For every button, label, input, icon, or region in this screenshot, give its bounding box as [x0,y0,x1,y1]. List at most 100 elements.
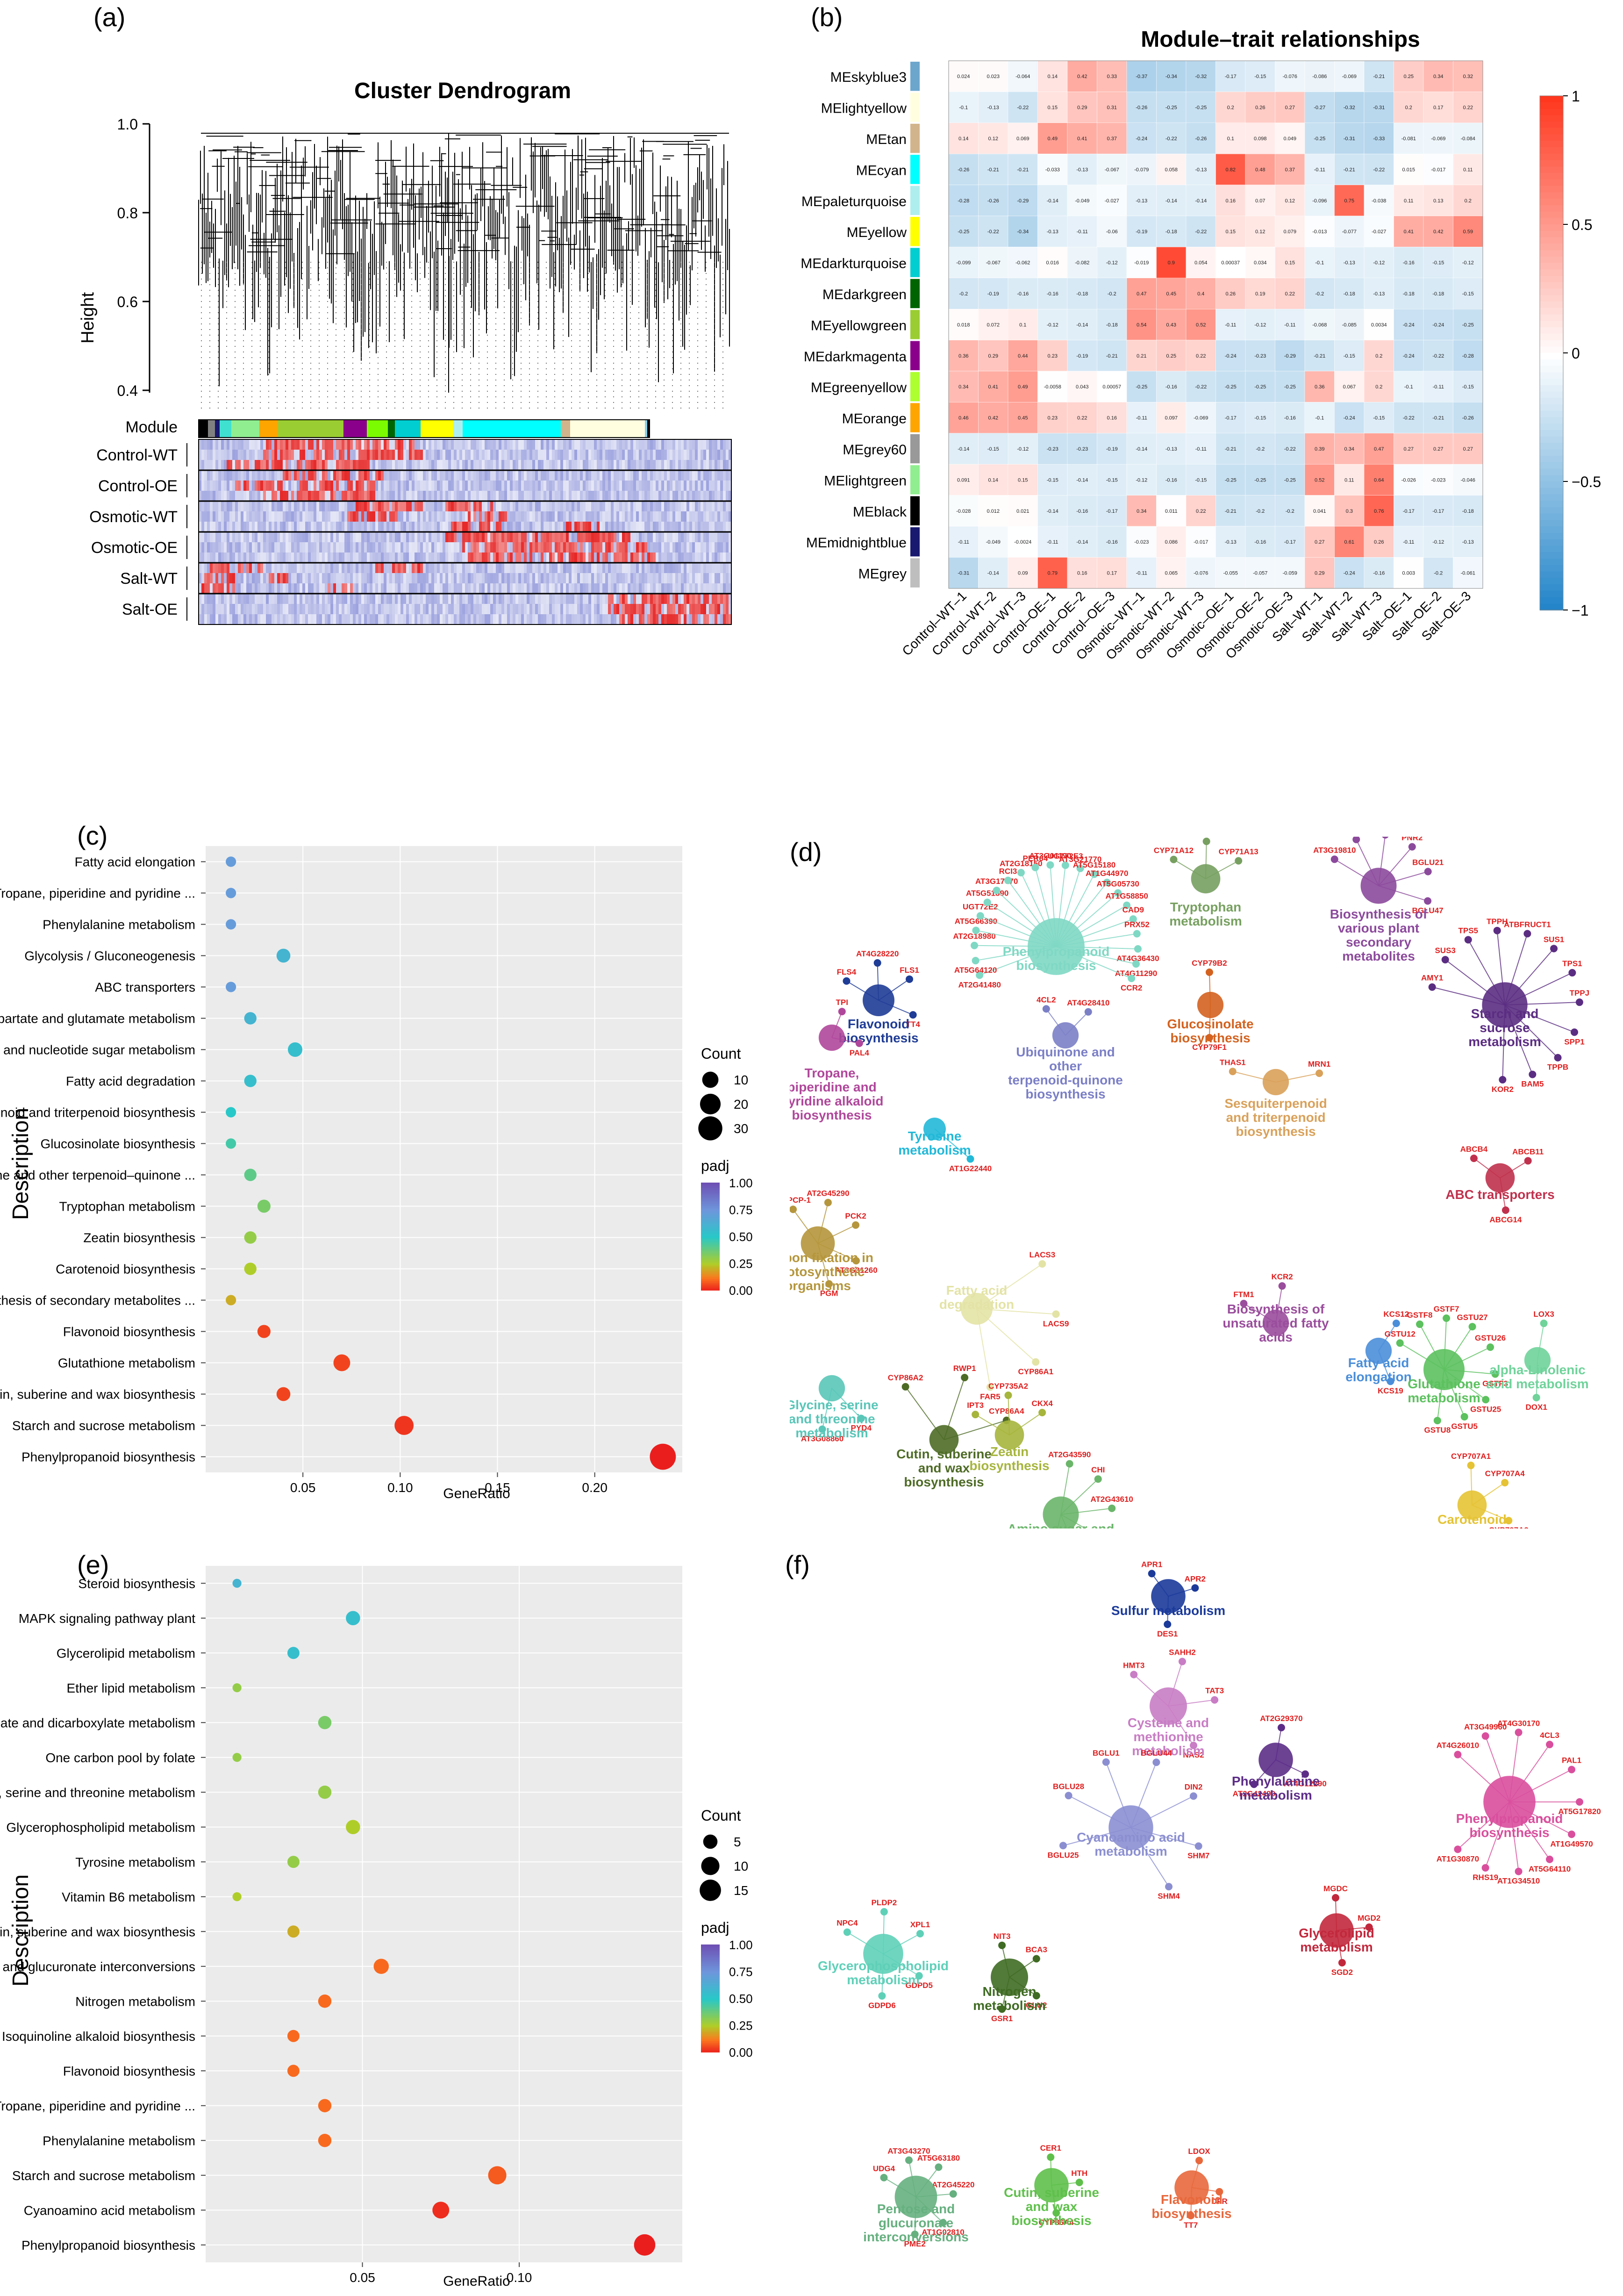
gene-node [1408,843,1416,851]
dendrogram-tree [198,133,730,411]
gene-label: GSR1 [991,2014,1013,2023]
cell-value: 0.021 [1016,509,1030,514]
cell-value: -0.25 [958,229,969,235]
pathway-label: metabolism [1300,1940,1373,1954]
heatmap-cell [1215,92,1246,123]
cell-value: 0.14 [958,136,968,142]
heatmap-cell [1067,278,1097,309]
heatmap-cell [1186,278,1216,309]
gene-label: GSTF7 [1434,1305,1459,1313]
gene-node [838,1008,846,1016]
cell-value: -0.25 [1136,384,1147,390]
pathway-label: biosynthesis [838,1031,918,1045]
cell-value: 0.011 [1165,509,1178,514]
gene-node [1032,1992,1040,2000]
gene-label: GSTU27 [1457,1313,1488,1322]
gene-node [976,971,984,979]
cell-value: -0.076 [1283,74,1297,79]
heatmap-cell [1126,557,1157,589]
gene-label: AT4G30170 [1497,1719,1540,1728]
heatmap-cell [1423,153,1453,185]
gene-node [1187,2211,1195,2219]
gene-label: SPP1 [1564,1037,1584,1046]
enrichment-dot [346,1611,360,1626]
pathway-hub [818,1024,845,1051]
module-color-swatch [910,123,920,153]
cell-value: 0.079 [1283,229,1296,235]
cell-value: -0.15 [1047,477,1058,483]
cell-value: -0.22 [1195,384,1207,390]
gene-label: AT3G49960 [1464,1722,1507,1731]
cell-value: 0.12 [1285,198,1295,204]
heatmap-cell [1275,309,1305,340]
pathway-label: Carbon fixation in [790,1250,873,1265]
enrichment-dot [226,1295,236,1306]
gene-label: GSTU26 [1475,1334,1506,1342]
category-label: Glutathione metabolism [58,1356,195,1370]
cell-value: -0.26 [1195,136,1207,142]
heatmap-cell [1334,309,1365,340]
heatmap-cell [1245,495,1275,527]
heatmap-cell [1304,215,1335,247]
gene-node [1235,857,1243,865]
gene-label: LACS3 [1029,1250,1055,1259]
gene-node [1090,870,1098,878]
heatmap-cell [1097,122,1127,154]
gene-label: AT2G41480 [958,980,1001,989]
gene-label: FLS1 [900,966,919,975]
heatmap-cell [1215,309,1246,340]
heatmap-cell [1067,340,1097,372]
heatmap-cell [1126,433,1157,465]
module-color-swatch [910,372,920,402]
heatmap-cell [1037,464,1068,495]
panel-label-a: (a) [93,2,126,32]
cell-value: 0.091 [957,477,970,483]
cell-value: -0.15 [1344,353,1355,359]
cell-value: -0.2 [959,291,968,297]
gene-node [1338,1959,1346,1966]
cell-value: -0.22 [1284,446,1296,452]
cell-value: -0.23 [1254,353,1266,359]
module-color-swatch [910,62,920,91]
pathway-label: Sesquiterpenoid [1224,1096,1327,1111]
gene-node [1568,969,1576,977]
gene-node [1032,1358,1040,1366]
gene-node [1515,1867,1523,1875]
heatmap-cell [1304,185,1335,216]
gene-label: BGLU47 [1412,906,1444,915]
category-label: Glycerophospholipid metabolism [6,1820,195,1835]
panel-a-dendrogram: Cluster Dendrogram Height 1.0 0.8 0.6 0.4 M… [78,79,732,625]
gene-label: AT4G12290 [1284,1779,1326,1788]
category-label: Starch and sucrose metabolism [12,1419,195,1433]
gene-node [909,1011,917,1019]
gene-node [825,1280,833,1288]
cell-value: 0.22 [1077,416,1087,421]
panel-label-e: (e) [77,1550,109,1579]
cell-value: -0.18 [1344,291,1355,297]
gene-node [1240,1299,1248,1307]
heatmap-cell [1245,371,1275,402]
cell-value: -0.18 [1432,291,1444,297]
gene-node [1501,1479,1509,1487]
cell-value: -0.16 [1254,539,1266,545]
gene-label: GSTU5 [1451,1422,1478,1431]
cell-value: 0.42 [1433,229,1443,235]
category-label: Tropane, piperidine and pyridine ... [0,886,195,901]
cell-value: 0.23 [1048,353,1058,359]
pathway-label: Glycerolipid [1299,1926,1374,1940]
cell-value: 0.13 [1433,198,1443,204]
gene-node [1505,1517,1513,1525]
cell-value: -0.038 [1372,198,1386,204]
gene-node [1464,936,1472,944]
category-label: MAPK signaling pathway plant [19,1611,195,1626]
gene-label: LACS9 [1043,1319,1069,1328]
gene-label: AT4G28220 [856,949,899,958]
cell-value: -0.2 [1256,509,1265,514]
category-label: Cutin, suberine and wax biosynthesis [0,1387,195,1402]
pathway-hub [1365,1337,1392,1364]
heatmap-cell [1394,526,1424,558]
gene-label: AT5G51890 [966,889,1008,898]
heatmap-cell [1245,433,1275,465]
heatmap-cell [948,309,979,340]
gene-node [1190,1742,1198,1750]
